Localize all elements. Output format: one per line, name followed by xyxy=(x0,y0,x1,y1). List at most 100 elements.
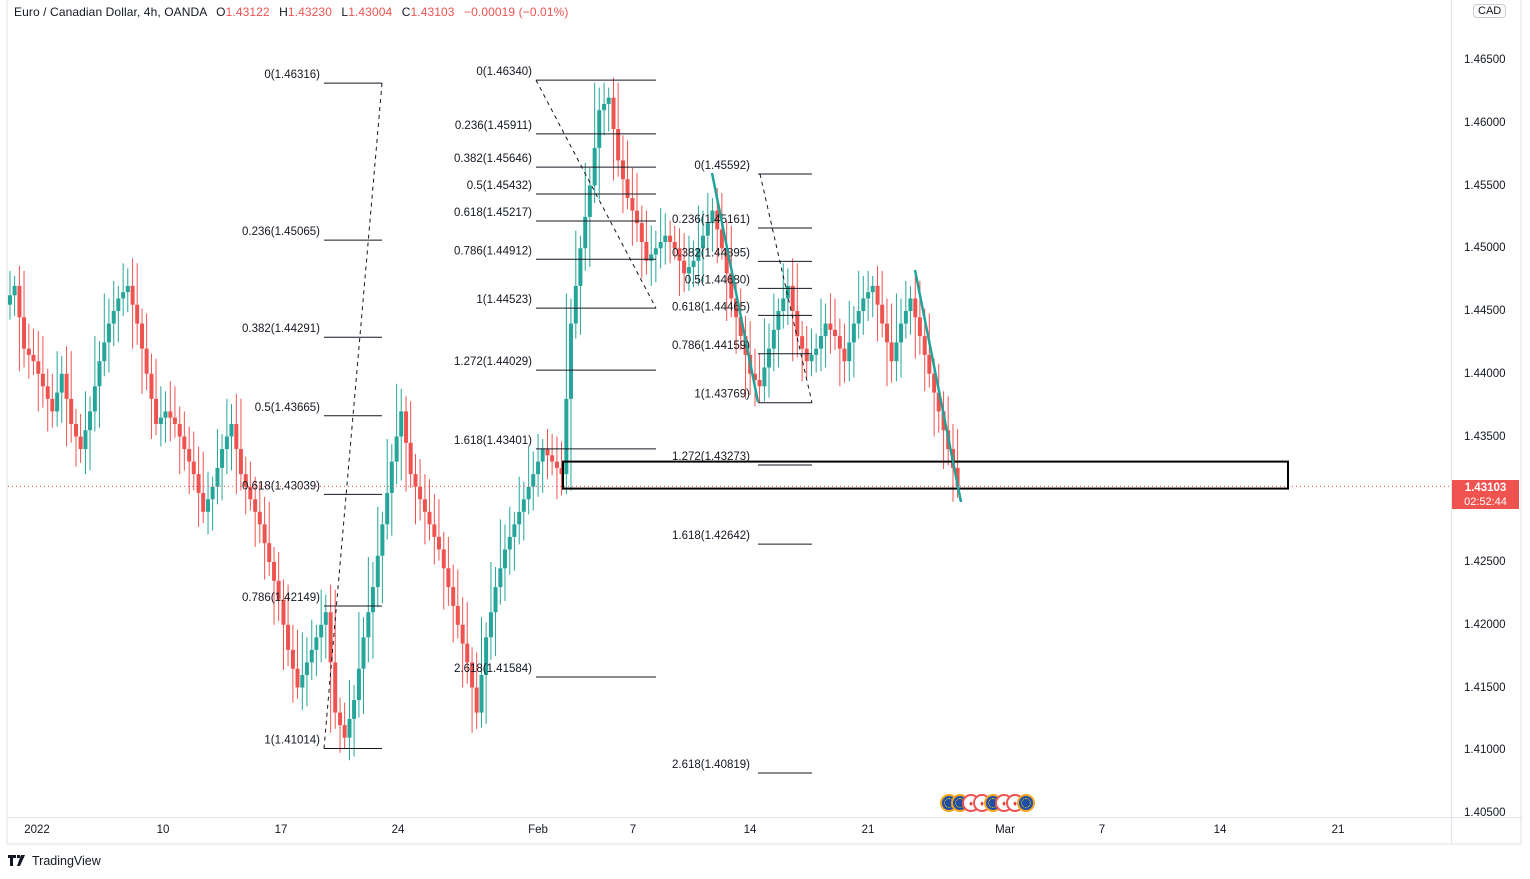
tradingview-logo[interactable]: TradingView xyxy=(8,854,101,868)
candle-body xyxy=(97,361,102,387)
candle-body xyxy=(899,323,904,343)
candle-body xyxy=(705,223,710,236)
candle-body xyxy=(606,97,611,104)
fib-trend-line[interactable] xyxy=(759,173,813,403)
candle-body xyxy=(512,524,517,537)
candle-body xyxy=(262,524,267,544)
candle-body xyxy=(941,411,946,431)
fib-level-label: 0.786(1.44159) xyxy=(672,340,750,352)
time-tick: 10 xyxy=(156,824,170,836)
candle-body xyxy=(800,336,805,349)
candle-body xyxy=(738,317,743,337)
candle-body xyxy=(130,285,135,305)
trendline[interactable] xyxy=(710,172,760,403)
candle-body xyxy=(74,423,79,437)
time-tick: 14 xyxy=(1213,824,1227,836)
price-tick: 1.40500 xyxy=(1464,807,1506,819)
symbol-legend: Euro / Canadian Dollar, 4h, OANDA O1.431… xyxy=(14,5,568,19)
candle-body xyxy=(653,248,658,255)
candle-body xyxy=(762,367,767,387)
candle-body xyxy=(116,298,121,311)
trendline[interactable] xyxy=(913,269,963,503)
candle-body xyxy=(50,398,55,412)
candle-body xyxy=(125,285,130,293)
candle-body xyxy=(611,97,616,130)
fib-trend-line[interactable] xyxy=(535,79,657,309)
time-tick: 14 xyxy=(743,824,757,836)
candle-body xyxy=(319,624,324,638)
candle-body xyxy=(573,285,578,324)
price-tick: 1.43500 xyxy=(1464,430,1506,443)
candle-body xyxy=(649,254,654,261)
price-tick: 1.45500 xyxy=(1464,179,1506,192)
candle-body xyxy=(375,555,380,588)
price-axis[interactable]: 1.46500 1.46000 1.45500 1.45000 1.44500 1.440… xyxy=(1451,0,1523,819)
price-tick: 1.42500 xyxy=(1464,556,1506,568)
candle-body xyxy=(257,511,262,525)
candle-body xyxy=(366,612,371,638)
candle-body xyxy=(752,373,757,381)
candle-body xyxy=(309,649,314,663)
economic-events-strip[interactable] xyxy=(940,794,1035,814)
candle-body xyxy=(474,687,479,713)
candle-body xyxy=(347,718,352,738)
candle-body xyxy=(78,436,83,450)
candle-body xyxy=(757,380,762,387)
candle-body xyxy=(253,499,258,512)
candle-body xyxy=(281,599,286,625)
axis-corner xyxy=(1451,817,1523,844)
candle-body xyxy=(493,587,498,613)
candle-body xyxy=(540,449,545,462)
candle-body xyxy=(121,292,126,299)
candle-body xyxy=(168,411,173,418)
fib-level-label: 0(1.45592) xyxy=(694,160,750,172)
candle-body xyxy=(370,587,375,613)
high-label: H xyxy=(279,5,288,19)
candle-body xyxy=(715,210,720,230)
candle-body xyxy=(823,323,828,337)
candle-body xyxy=(83,430,88,450)
time-tick: 24 xyxy=(391,824,405,836)
candle-body xyxy=(809,354,814,362)
candle-body xyxy=(785,285,790,299)
eu-flag-event-icon[interactable] xyxy=(1017,794,1035,812)
fib-level-label: 0.382(1.44895) xyxy=(672,247,750,259)
candle-body xyxy=(267,543,272,562)
candle-body xyxy=(804,348,809,362)
candle-body xyxy=(36,361,41,374)
candle-body xyxy=(26,348,31,355)
candle-body xyxy=(446,568,451,588)
candle-body xyxy=(92,386,97,412)
fib-level-label: 0.5(1.44680) xyxy=(685,274,750,286)
candle-body xyxy=(894,342,899,362)
candle-body xyxy=(460,624,465,644)
candle-body xyxy=(554,461,559,468)
fib-level-label: 2.618(1.40819) xyxy=(672,759,750,771)
support-zone-rectangle[interactable] xyxy=(562,460,1289,490)
fib-level-label: 0.618(1.45217) xyxy=(454,207,532,219)
candle-body xyxy=(663,235,668,242)
candle-body xyxy=(568,323,573,399)
candle-body xyxy=(597,110,602,148)
fib-level-label: 1(1.41014) xyxy=(264,734,320,746)
candle-body xyxy=(913,298,918,318)
price-tick: 1.46500 xyxy=(1464,54,1506,66)
time-axis[interactable]: 2022 10 17 24 Feb 7 14 21 Mar 7 14 21 xyxy=(8,817,1451,844)
fib-level-label: 0.236(1.45911) xyxy=(455,120,532,132)
candle-body xyxy=(59,373,64,393)
candle-body xyxy=(154,398,159,424)
candle-body xyxy=(422,499,427,512)
fib-level-label: 0.5(1.45432) xyxy=(467,180,532,192)
price-tick: 1.41500 xyxy=(1464,681,1506,694)
candle-body xyxy=(521,499,526,512)
chart-plot-area[interactable]: 0(1.46316) 0.236(1.45065) 0.382(1.44291) 0.… xyxy=(8,0,1451,817)
candle-body xyxy=(88,411,93,431)
candle-body xyxy=(851,323,856,343)
candle-body xyxy=(550,455,555,462)
candle-body xyxy=(238,449,243,475)
candle-body xyxy=(531,474,536,487)
candle-body xyxy=(639,223,644,242)
candle-body xyxy=(790,285,795,311)
high-value: 1.43230 xyxy=(287,5,332,19)
currency-badge[interactable]: CAD xyxy=(1473,4,1507,18)
